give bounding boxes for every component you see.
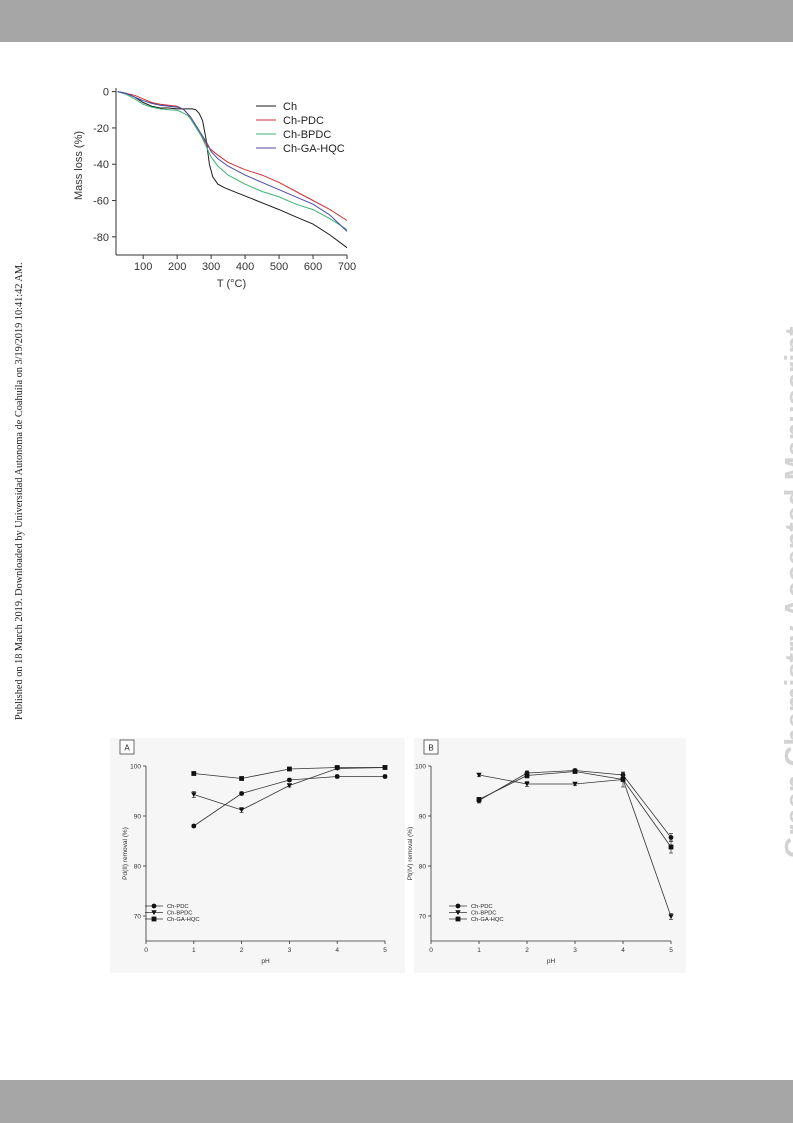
x-tick-label: 4 [335, 947, 339, 954]
x-tick-label: 300 [202, 261, 220, 273]
legend-label-ch-pdc: Ch-PDC [167, 904, 189, 910]
y-axis-label: Pd(II) removal (%) [122, 827, 129, 880]
data-point-ch-ga-hqc [620, 777, 626, 782]
y-tick-label: 70 [419, 914, 427, 921]
x-axis-label: pH [261, 958, 270, 965]
x-tick-label: 100 [134, 261, 152, 273]
legend-marker-ch-pdc [455, 903, 461, 909]
legend-marker-ch-bpdc [151, 910, 157, 916]
x-tick-label: 0 [144, 947, 148, 954]
legend-label-ch-ga-hqc: Ch-GA-HQC [283, 143, 345, 155]
x-axis-label: pH [547, 958, 556, 965]
y-tick-label: 90 [134, 814, 142, 821]
x-tick-label: 700 [338, 261, 356, 273]
legend-label-ch-ga-hqc: Ch-GA-HQC [471, 917, 504, 923]
legend-marker-ch-bpdc [455, 910, 461, 916]
x-tick-label: 400 [236, 261, 254, 273]
y-tick-label: 90 [419, 814, 427, 821]
x-tick-label: 200 [168, 261, 186, 273]
legend-marker-ch-ga-hqc [455, 916, 461, 922]
legend-marker-ch-ga-hqc [151, 916, 157, 922]
tga-chart: 100 200 300 400 500 600 700 0 -20 -40 -60 -80 T (°C)… [73, 87, 356, 290]
panel-label: A [124, 744, 130, 753]
panel-label: B [428, 744, 433, 753]
legend-marker-ch-pdc [151, 903, 157, 909]
data-point-ch-pdc [239, 791, 245, 796]
x-tick-label: 500 [270, 261, 288, 273]
panel-label-box [119, 739, 135, 755]
legend-label-ch-pdc: Ch-PDC [283, 115, 324, 127]
x-tick-label: 3 [288, 947, 292, 954]
data-point-ch-ga-hqc [191, 771, 197, 776]
series-line-ch [117, 91, 348, 249]
legend-label-ch-bpdc: Ch-BPDC [471, 911, 496, 917]
data-point-ch-ga-hqc [572, 769, 578, 774]
y-tick-label: 0 [103, 87, 109, 99]
y-axis-label: Mass loss (%) [73, 131, 85, 200]
y-tick-label: -20 [93, 123, 109, 135]
x-tick-label: 1 [477, 947, 481, 954]
data-point-ch-ga-hqc [668, 844, 674, 850]
panel-background [414, 738, 686, 973]
y-axis-label: Pt(IV) removal (%) [407, 827, 414, 880]
data-point-ch-bpdc [191, 792, 197, 798]
data-point-ch-ga-hqc [334, 765, 340, 770]
data-point-ch-pdc [668, 835, 674, 840]
series-line-ch-ga-hqc [117, 91, 348, 232]
data-point-ch-pdc [191, 823, 197, 829]
data-point-ch-bpdc [476, 772, 482, 778]
data-point-ch-pdc [287, 777, 292, 783]
y-tick-label: -80 [93, 232, 109, 244]
data-point-ch-bpdc [668, 914, 674, 920]
series-line-ch-bpdc [117, 91, 348, 231]
x-tick-label: 1 [192, 947, 196, 954]
x-tick-label: 0 [429, 947, 433, 954]
x-tick-label: 4 [621, 947, 625, 954]
y-tick-label: 100 [130, 764, 141, 771]
data-point-ch-bpdc [524, 781, 530, 787]
legend-label-ch-ga-hqc: Ch-GA-HQC [167, 917, 200, 923]
pt-removal-chart: B 0 1 2 3 4 5 70 80 90 100 pH Pt(IV) removal (%) Ch-P… [407, 738, 686, 973]
x-axis-label: T (°C) [217, 278, 246, 290]
series-line-ch-pdc [117, 91, 348, 221]
legend-label-ch-pdc: Ch-PDC [471, 904, 493, 910]
x-tick-label: 600 [304, 261, 322, 273]
y-tick-label: 80 [419, 864, 427, 871]
pd-removal-chart: A 0 1 2 3 4 5 70 80 90 100 pH Pd(II) removal (%) Ch-P… [110, 738, 405, 973]
data-point-ch-ga-hqc [287, 766, 292, 772]
x-tick-label: 3 [573, 947, 577, 954]
x-tick-label: 2 [525, 947, 529, 954]
panel-label-box [423, 739, 439, 755]
panel-background [110, 738, 405, 973]
data-point-ch-ga-hqc [476, 797, 482, 802]
x-tick-label: 5 [383, 947, 387, 954]
data-point-ch-ga-hqc [524, 773, 530, 778]
legend-label-ch: Ch [283, 101, 297, 113]
footer-bar [0, 1080, 793, 1123]
x-tick-label: 5 [669, 947, 673, 954]
y-tick-label: 100 [415, 764, 426, 771]
y-tick-label: -40 [93, 159, 109, 171]
y-tick-label: 80 [134, 864, 142, 871]
header-bar [0, 0, 793, 42]
data-point-ch-pdc [334, 774, 340, 779]
x-tick-label: 2 [240, 947, 244, 954]
publication-note: Published on 18 March 2019. Downloaded b… [14, 262, 25, 720]
legend-label-ch-bpdc: Ch-BPDC [283, 129, 331, 141]
data-point-ch-bpdc [238, 807, 245, 813]
manuscript-watermark: Green Chemistry Accepted Manuscript [780, 326, 793, 858]
data-point-ch-bpdc [572, 781, 578, 787]
legend-label-ch-bpdc: Ch-BPDC [167, 911, 192, 917]
data-point-ch-ga-hqc [382, 765, 388, 770]
y-tick-label: 70 [134, 914, 142, 921]
y-tick-label: -60 [93, 196, 109, 208]
data-point-ch-pdc [382, 774, 388, 779]
data-point-ch-bpdc [286, 783, 293, 789]
data-point-ch-ga-hqc [239, 776, 244, 781]
